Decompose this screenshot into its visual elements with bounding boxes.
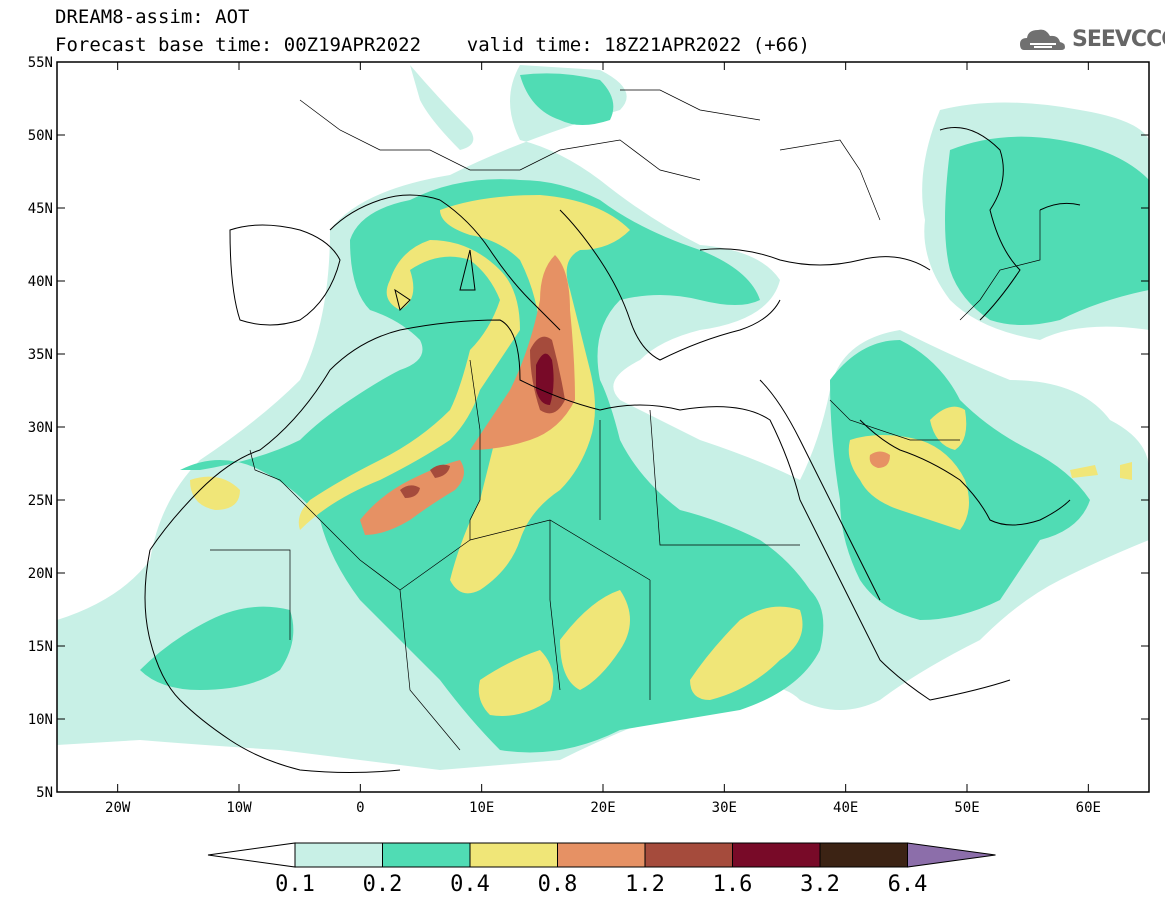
axis-ticks: 20W 10W 0 10E 20E 30E 40E 50E 60E 5N 10N 15N 20N 25N 3… xyxy=(28,55,1149,816)
lon-tick-label: 20E xyxy=(590,800,615,816)
map-title: DREAM8-assim: AOT xyxy=(55,6,250,28)
colorbar-label: 0.4 xyxy=(450,872,490,897)
colorbar-box xyxy=(819,842,908,868)
lat-tick-label: 5N xyxy=(36,785,53,801)
colorbar-under-arrow xyxy=(207,842,296,868)
lon-tick-label: 10E xyxy=(469,800,494,816)
coastlines xyxy=(144,127,1081,773)
cloud-icon xyxy=(1020,29,1065,50)
lon-tick-label: 60E xyxy=(1076,800,1101,816)
lon-tick-label: 10W xyxy=(226,800,252,816)
lat-tick-label: 55N xyxy=(28,55,53,71)
lat-tick-label: 30N xyxy=(28,420,53,436)
lat-tick-label: 25N xyxy=(28,493,53,509)
aot-contour-1.6 xyxy=(536,353,554,405)
colorbar-box xyxy=(294,842,383,868)
colorbar-label: 0.1 xyxy=(275,872,315,897)
lat-tick-label: 50N xyxy=(28,128,53,144)
colorbar-label: 6.4 xyxy=(888,872,928,897)
colorbar-label: 0.2 xyxy=(363,872,403,897)
colorbar-box xyxy=(557,842,646,868)
lat-tick-label: 15N xyxy=(28,639,53,655)
colorbar-label: 0.8 xyxy=(538,872,578,897)
forecast-time-line: Forecast base time: 00Z19APR2022 valid t… xyxy=(55,34,810,56)
colorbar-box xyxy=(732,842,821,868)
colorbar-label: 3.2 xyxy=(800,872,840,897)
colorbar-label: 1.6 xyxy=(713,872,753,897)
lat-tick-label: 10N xyxy=(28,712,53,728)
lat-tick-label: 35N xyxy=(28,347,53,363)
lon-tick-label: 30E xyxy=(712,800,737,816)
lat-tick-label: 40N xyxy=(28,274,53,290)
lon-tick-label: 0 xyxy=(356,800,364,816)
lon-tick-label: 50E xyxy=(954,800,979,816)
colorbar-box xyxy=(644,842,733,868)
country-borders xyxy=(210,89,1041,751)
colorbar-box xyxy=(382,842,471,868)
colorbar-label: 1.2 xyxy=(625,872,665,897)
lon-tick-label: 40E xyxy=(833,800,858,816)
lon-tick-label: 20W xyxy=(105,800,131,816)
colorbar-box xyxy=(469,842,558,868)
colorbar-over-arrow xyxy=(907,842,996,868)
lat-tick-label: 45N xyxy=(28,201,53,217)
seevccc-logo: SEEVCCC xyxy=(1072,27,1165,52)
lat-tick-label: 20N xyxy=(28,566,53,582)
